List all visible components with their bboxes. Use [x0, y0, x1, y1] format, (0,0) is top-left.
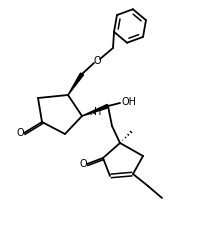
Text: O: O	[16, 128, 24, 138]
Text: O: O	[79, 159, 87, 169]
Text: H: H	[94, 107, 102, 117]
Polygon shape	[68, 73, 83, 95]
Text: OH: OH	[122, 97, 136, 107]
Polygon shape	[82, 104, 109, 116]
Text: O: O	[93, 56, 101, 66]
